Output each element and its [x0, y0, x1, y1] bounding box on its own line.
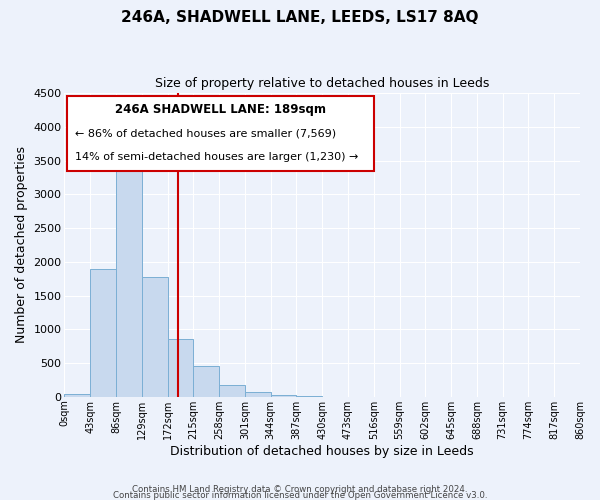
Bar: [296, 396, 322, 397]
Bar: [219, 385, 245, 397]
Title: Size of property relative to detached houses in Leeds: Size of property relative to detached ho…: [155, 78, 490, 90]
Bar: [193, 366, 219, 397]
Text: 14% of semi-detached houses are larger (1,230) →: 14% of semi-detached houses are larger (…: [75, 152, 358, 162]
Bar: [64, 394, 90, 397]
Bar: [271, 394, 296, 397]
Bar: [167, 339, 193, 397]
Text: 246A, SHADWELL LANE, LEEDS, LS17 8AQ: 246A, SHADWELL LANE, LEEDS, LS17 8AQ: [121, 10, 479, 25]
Bar: [116, 161, 142, 397]
Text: 246A SHADWELL LANE: 189sqm: 246A SHADWELL LANE: 189sqm: [115, 103, 326, 116]
Y-axis label: Number of detached properties: Number of detached properties: [15, 146, 28, 344]
Text: Contains HM Land Registry data © Crown copyright and database right 2024.: Contains HM Land Registry data © Crown c…: [132, 484, 468, 494]
Text: Contains public sector information licensed under the Open Government Licence v3: Contains public sector information licen…: [113, 490, 487, 500]
X-axis label: Distribution of detached houses by size in Leeds: Distribution of detached houses by size …: [170, 444, 474, 458]
FancyBboxPatch shape: [67, 96, 374, 170]
Bar: [245, 392, 271, 397]
Bar: [142, 277, 167, 397]
Text: ← 86% of detached houses are smaller (7,569): ← 86% of detached houses are smaller (7,…: [75, 128, 336, 138]
Bar: [90, 268, 116, 397]
